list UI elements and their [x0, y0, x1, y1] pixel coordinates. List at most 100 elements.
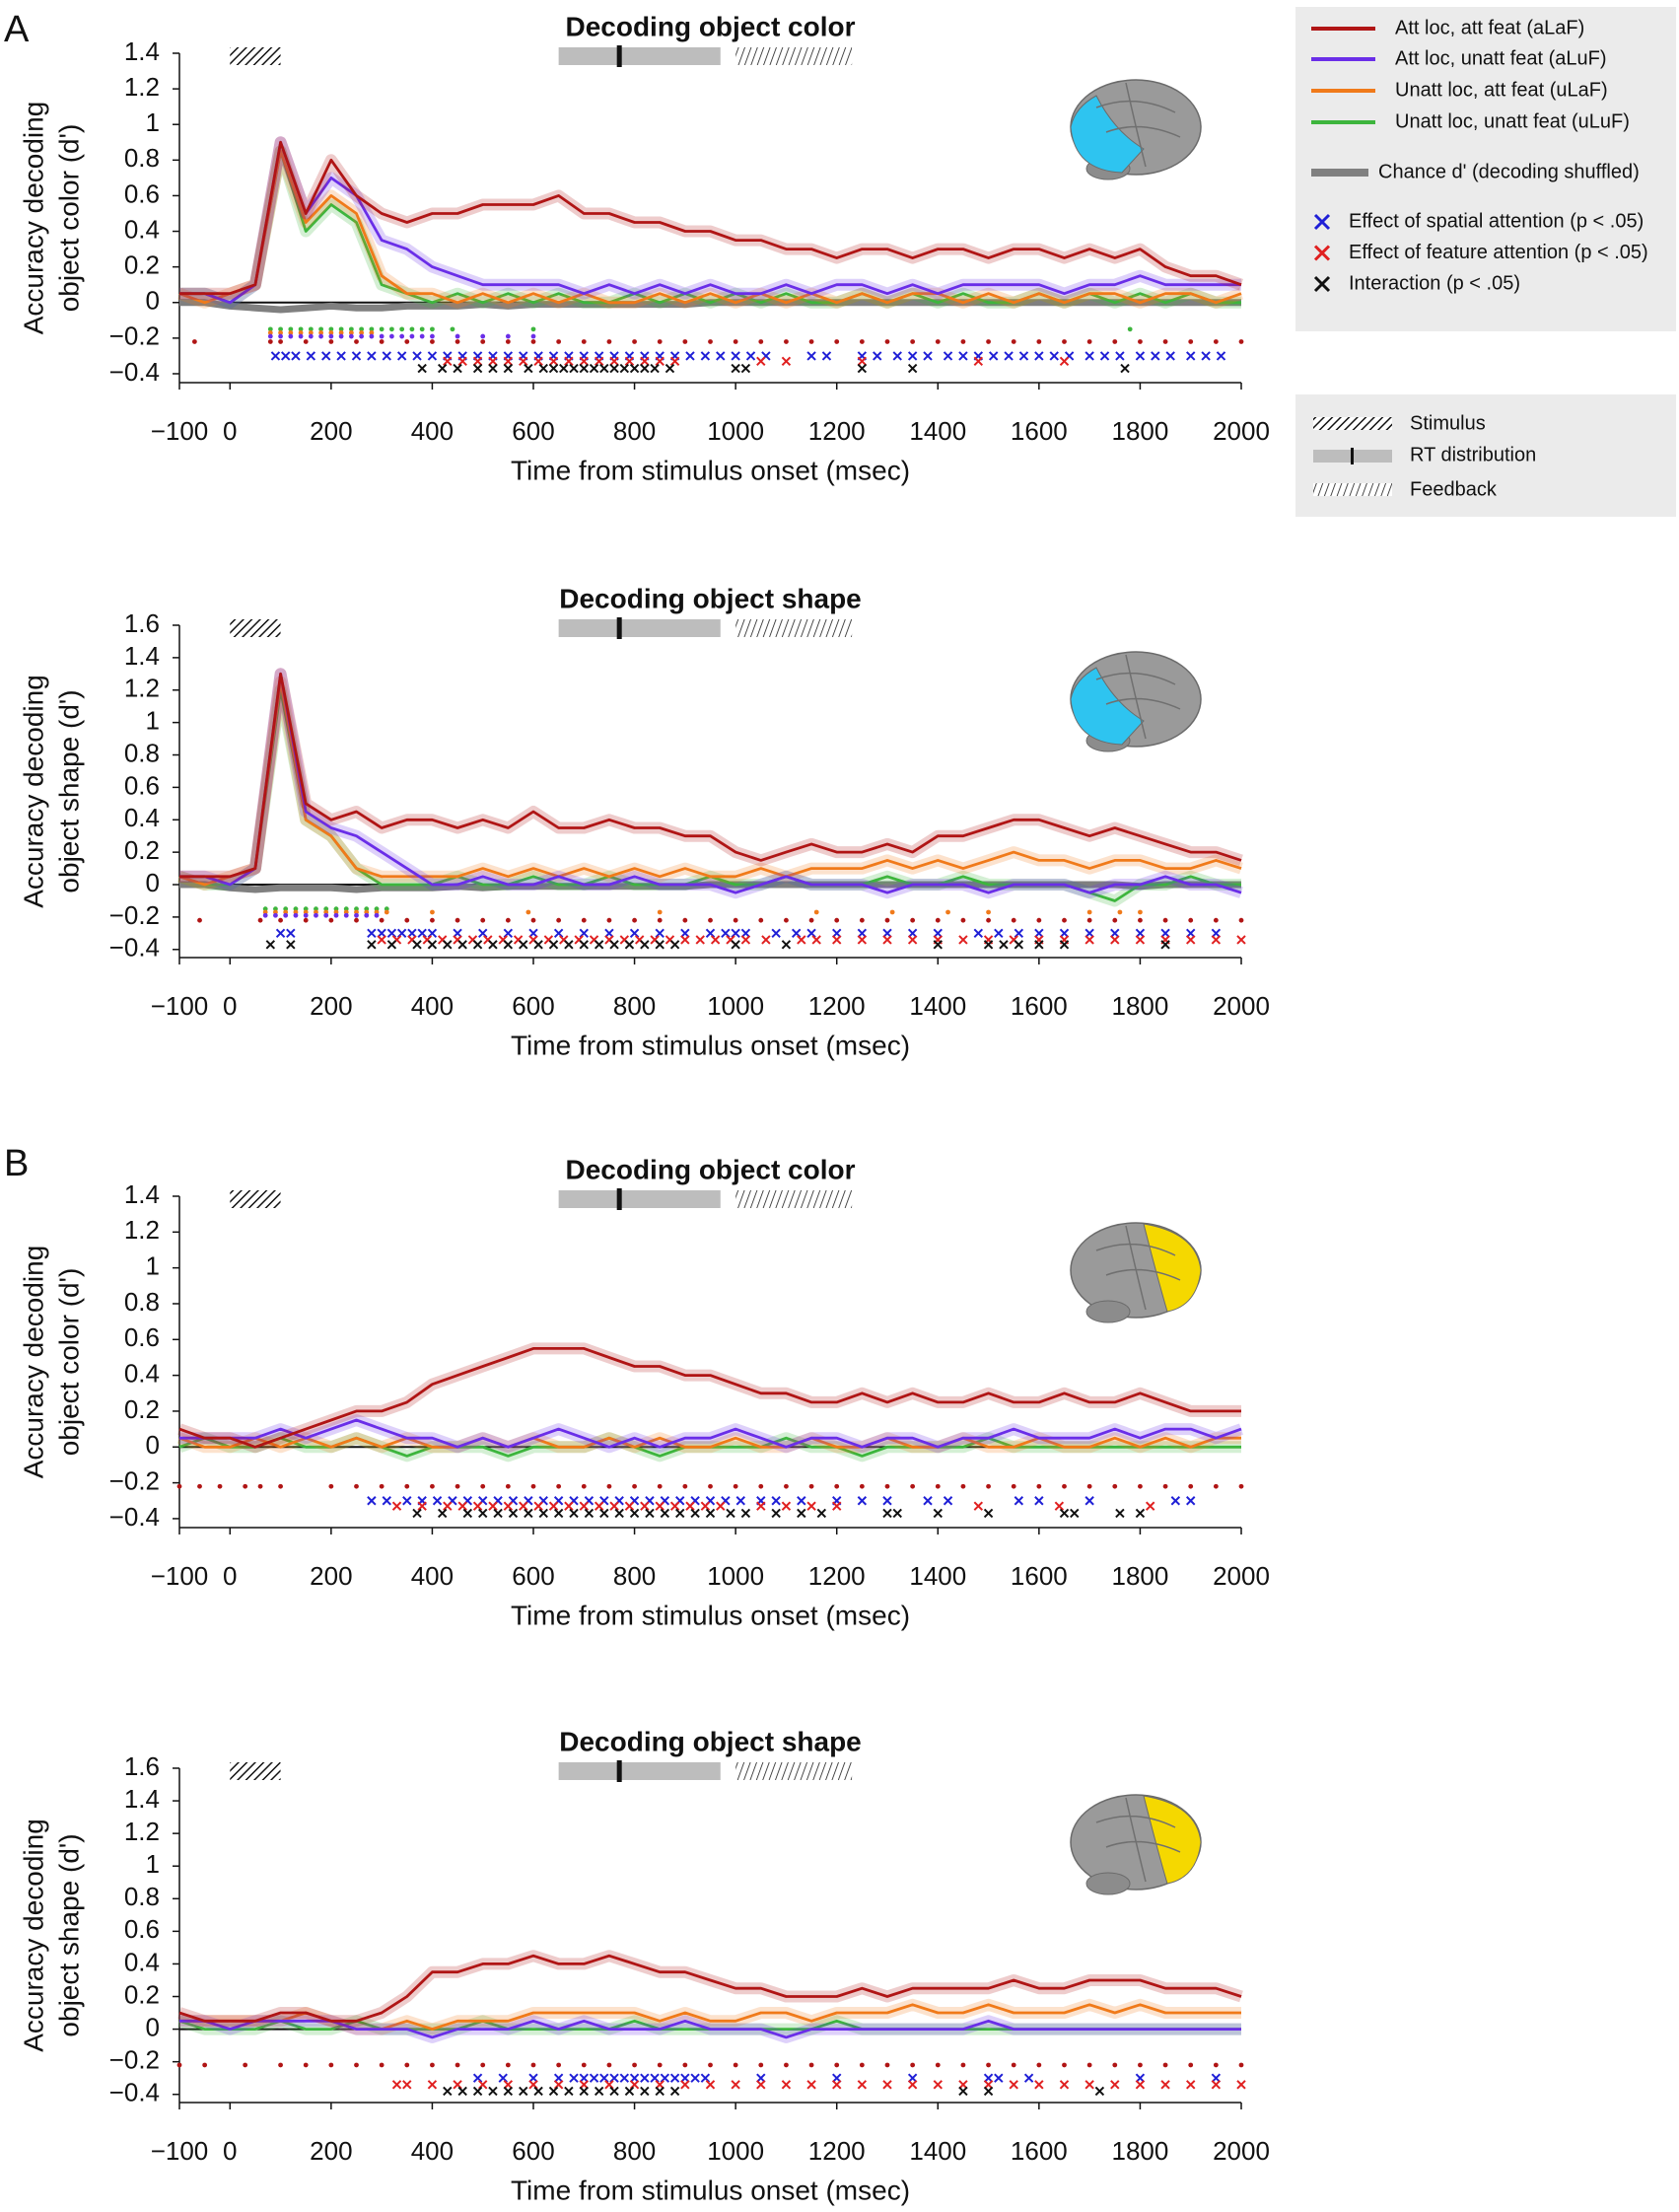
significance-x	[1236, 935, 1246, 945]
series-line	[178, 1954, 1242, 2023]
significance-x	[382, 351, 391, 361]
significance-x	[705, 928, 716, 939]
significance-dot	[1188, 339, 1194, 344]
y-tick-label: 1.6	[124, 1751, 160, 1781]
significance-dot	[682, 917, 688, 923]
significance-dot	[1112, 2062, 1118, 2068]
significance-dot	[733, 339, 738, 344]
x-tick-label: 1200	[808, 2136, 866, 2166]
significance-dot	[657, 1483, 663, 1489]
x-tick-label: 1600	[1011, 2136, 1068, 2166]
significance-dot	[1213, 1483, 1219, 1489]
significance-x	[958, 935, 968, 945]
significance-dot	[758, 339, 764, 344]
significance-dot	[369, 333, 375, 339]
significance-dot	[328, 2062, 334, 2068]
significance-dot	[935, 2062, 941, 2068]
chart-title: Decoding object color	[565, 1154, 855, 1184]
significance-x	[579, 356, 589, 367]
significance-dot	[884, 2062, 890, 2068]
x-tick-label: 400	[411, 2136, 454, 2166]
significance-x	[538, 363, 548, 374]
significance-dot	[632, 1483, 637, 1489]
significance-x	[882, 1496, 892, 1506]
significance-x	[1115, 1508, 1125, 1519]
significance-x	[427, 2080, 438, 2090]
significance-dot	[910, 339, 916, 344]
significance-x	[958, 351, 968, 361]
significance-dot	[530, 333, 536, 339]
significance-x	[640, 1501, 650, 1511]
significance-x	[488, 363, 498, 374]
significance-dot	[359, 326, 365, 332]
significance-dot	[784, 2062, 789, 2068]
significance-x	[832, 935, 842, 945]
significance-dot	[430, 326, 435, 332]
significance-x	[579, 928, 589, 939]
significance-x	[1236, 2080, 1246, 2090]
significance-x	[1145, 1501, 1155, 1511]
significance-x	[1049, 351, 1059, 361]
significance-x	[740, 935, 751, 945]
significance-dot	[278, 1483, 283, 1489]
series-line	[178, 1347, 1241, 1449]
significance-dot	[960, 917, 966, 923]
significance-x	[943, 351, 953, 361]
significance-x	[771, 1496, 781, 1506]
significance-x	[503, 2086, 514, 2097]
significance-dot	[348, 326, 354, 332]
y-tick-label: −0.2	[109, 2045, 160, 2075]
significance-x	[675, 1508, 685, 1519]
x-tick-label: 800	[613, 991, 656, 1021]
chart-title: Decoding object shape	[559, 1726, 862, 1756]
significance-x	[1034, 2080, 1044, 2090]
x-tick-label: 1000	[707, 1561, 764, 1591]
significance-x	[280, 351, 291, 361]
significance-x	[640, 363, 650, 374]
significance-x	[650, 363, 660, 374]
significance-dot	[1086, 339, 1092, 344]
significance-dot	[308, 330, 314, 335]
significance-x	[740, 1508, 751, 1519]
significance-dot	[278, 330, 283, 335]
significance-dot	[354, 1483, 359, 1489]
significance-x	[1014, 928, 1024, 939]
significance-x	[705, 2080, 716, 2090]
significance-dot	[986, 339, 991, 344]
stimulus-bar	[230, 1190, 281, 1208]
stimulus-bar	[230, 1762, 281, 1780]
significance-x	[584, 1508, 595, 1519]
significance-dot	[1188, 2062, 1194, 2068]
significance-x	[1120, 363, 1130, 374]
x-tick-label: 400	[411, 416, 454, 446]
significance-dot	[298, 326, 304, 332]
significance-dot	[354, 917, 359, 923]
significance-x	[417, 1501, 427, 1511]
x-tick-label: 0	[223, 1561, 237, 1591]
significance-x	[650, 2073, 660, 2083]
significance-dot	[632, 2062, 637, 2068]
significance-x	[731, 351, 740, 361]
significance-x	[533, 2086, 543, 2097]
significance-x	[443, 356, 453, 367]
significance-x	[655, 1501, 665, 1511]
significance-dot	[960, 2062, 966, 2068]
significance-dot	[480, 2062, 486, 2068]
brain-region	[1070, 95, 1145, 174]
significance-dot	[298, 330, 304, 335]
significance-dot	[1062, 1483, 1067, 1489]
significance-x	[619, 363, 630, 374]
significance-dot	[243, 1483, 248, 1489]
significance-x	[367, 1496, 377, 1506]
significance-dot	[308, 326, 314, 332]
significance-x	[533, 940, 543, 950]
y-tick-label: −0.4	[109, 1502, 160, 1532]
significance-dot	[430, 1483, 435, 1489]
significance-x	[1170, 1496, 1181, 1506]
significance-dot	[323, 906, 329, 912]
significance-dot	[283, 909, 289, 915]
significance-dot	[288, 333, 294, 339]
significance-x	[907, 351, 918, 361]
significance-dot	[303, 339, 309, 344]
significance-x	[1110, 2080, 1120, 2090]
